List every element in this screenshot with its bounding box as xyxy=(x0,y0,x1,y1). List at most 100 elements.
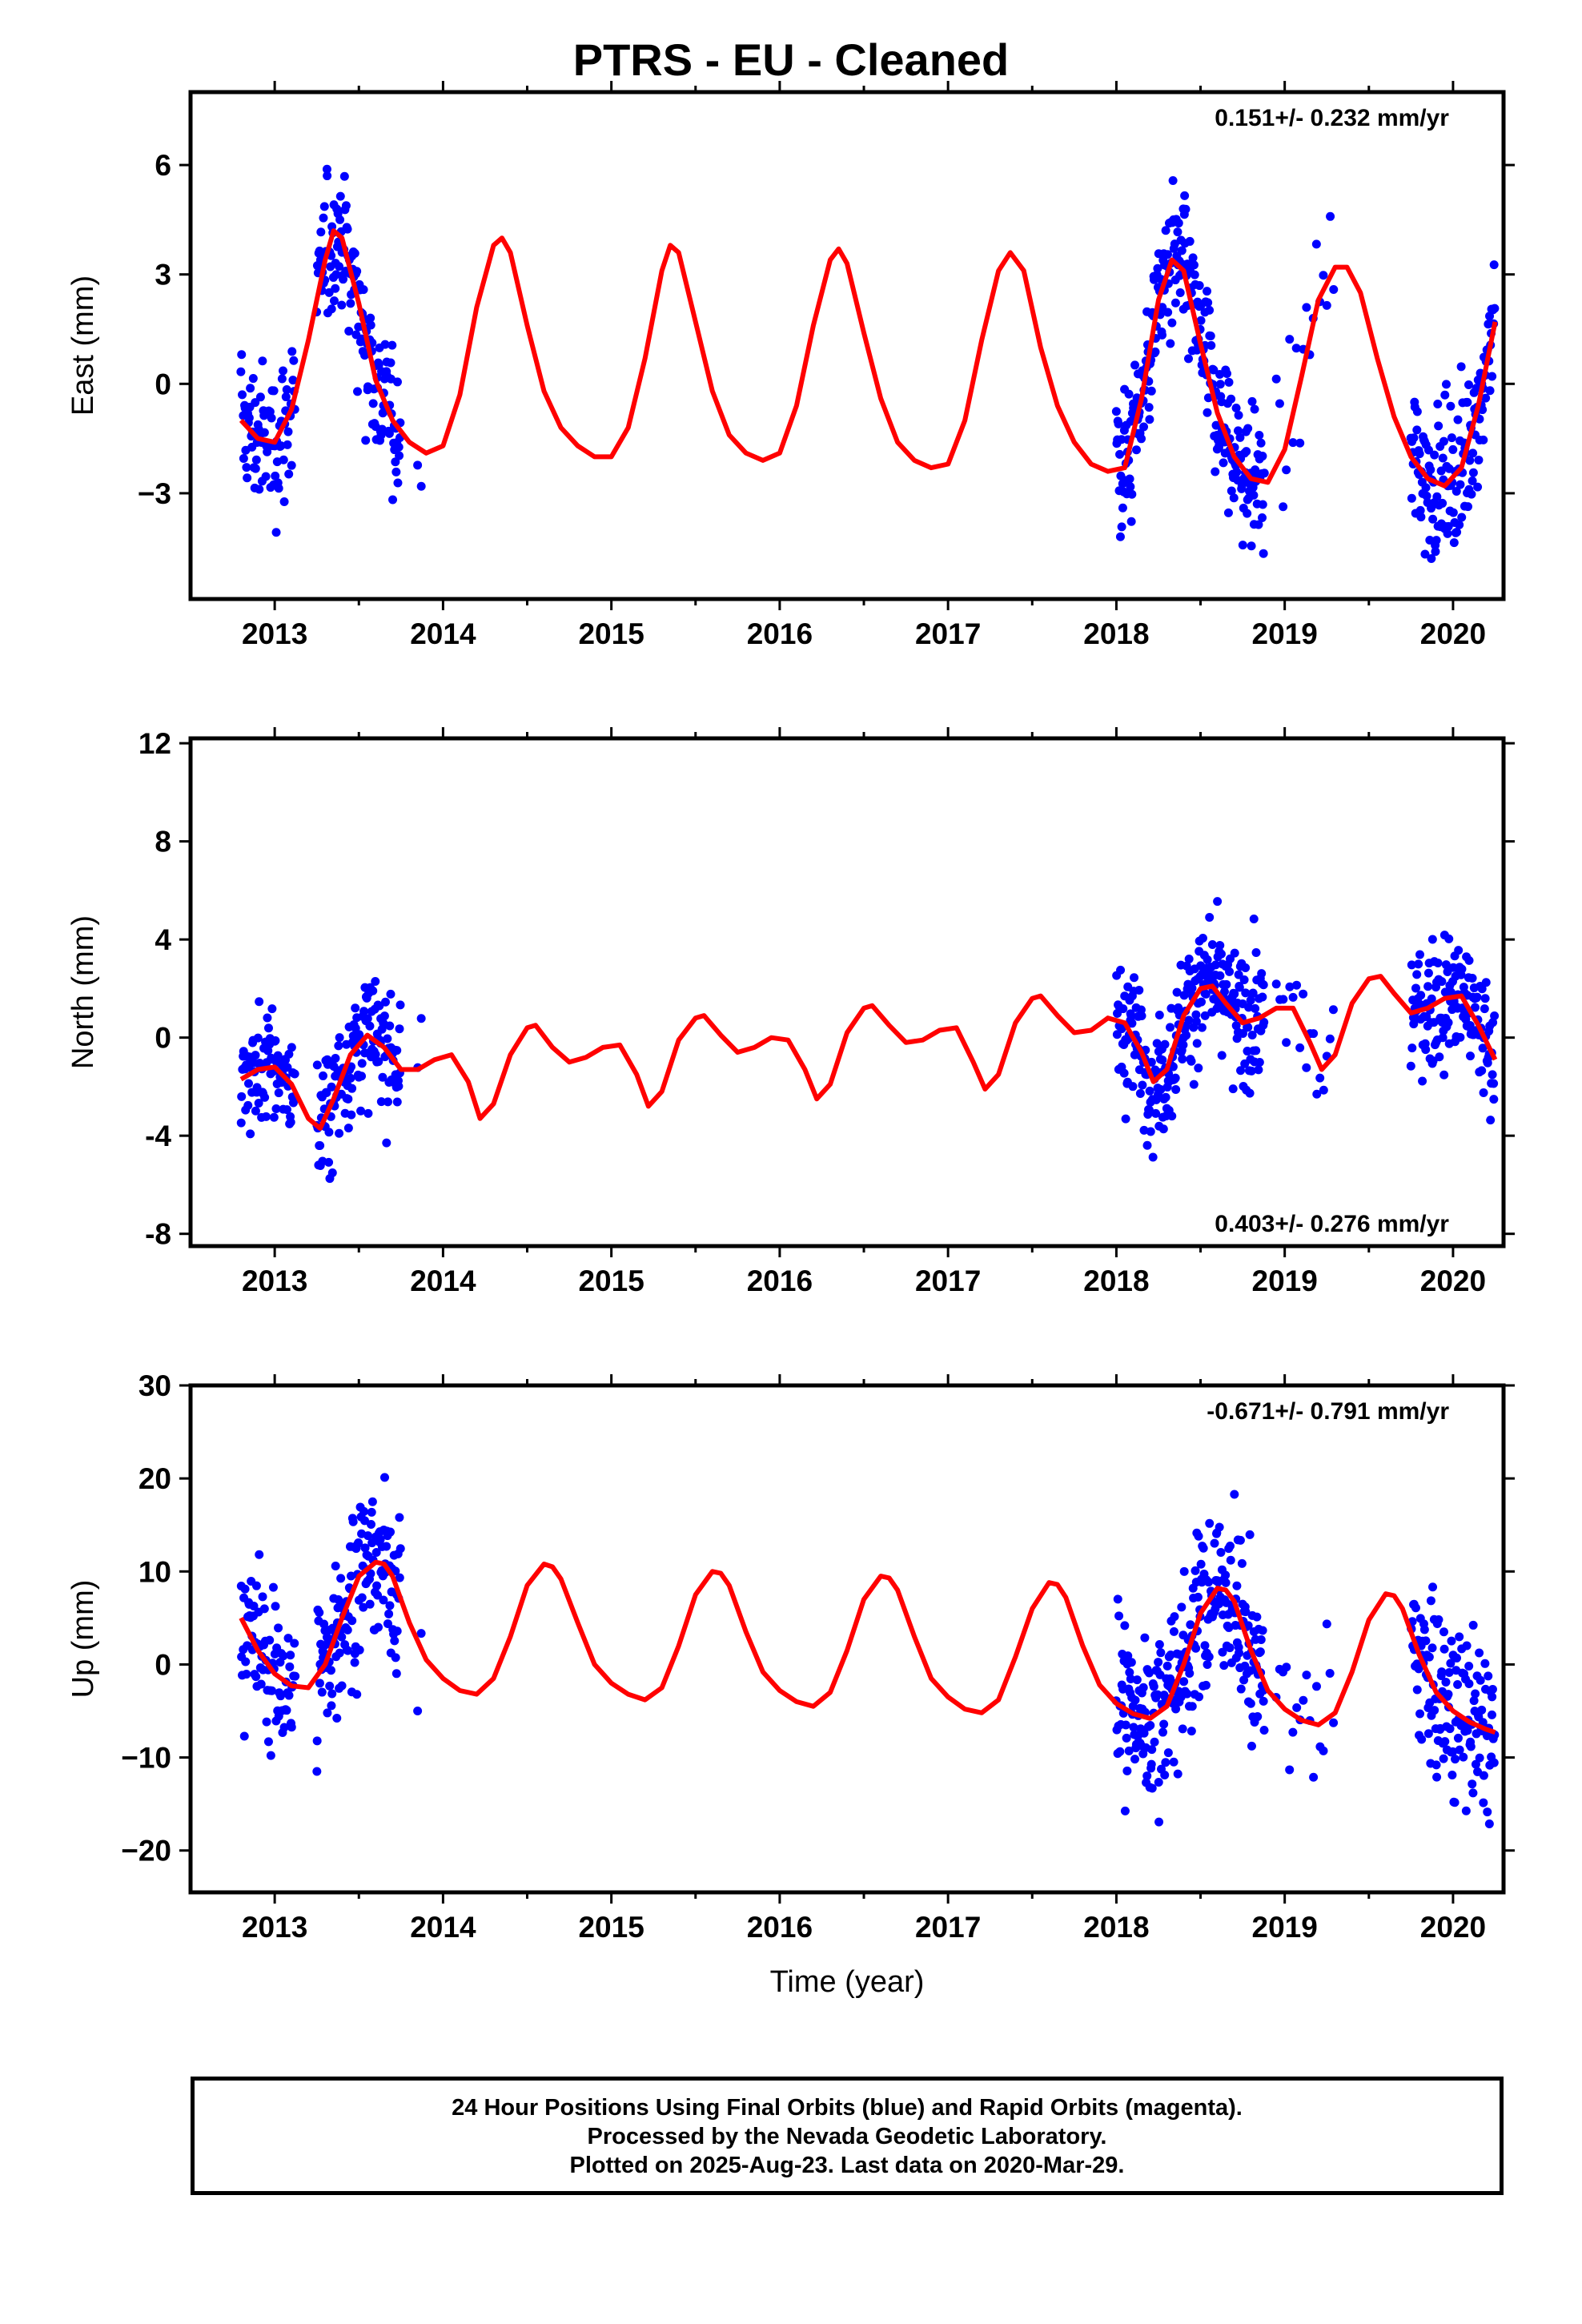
data-point xyxy=(263,1013,272,1023)
data-point xyxy=(1145,1086,1154,1096)
data-point xyxy=(1440,1737,1450,1747)
data-point xyxy=(1186,1056,1196,1066)
data-point xyxy=(265,1635,275,1645)
data-point xyxy=(1126,1658,1136,1667)
data-point xyxy=(251,464,260,473)
data-point xyxy=(1430,450,1439,460)
data-point xyxy=(1428,1582,1438,1592)
data-point xyxy=(348,1517,358,1526)
data-point xyxy=(312,1736,322,1746)
data-point xyxy=(251,455,261,464)
data-point xyxy=(416,1629,426,1638)
data-point xyxy=(1137,434,1146,444)
data-point xyxy=(1441,1677,1451,1687)
data-point xyxy=(1203,955,1212,964)
data-point xyxy=(354,1538,363,1548)
data-point xyxy=(242,463,251,472)
data-point xyxy=(1426,465,1435,475)
data-point xyxy=(1483,1807,1492,1817)
data-point xyxy=(1179,1677,1189,1687)
data-point xyxy=(325,1681,335,1691)
data-point xyxy=(1282,1038,1291,1047)
data-point xyxy=(1258,513,1267,523)
data-point xyxy=(378,1072,387,1082)
data-point xyxy=(236,367,246,376)
data-point xyxy=(1412,1685,1422,1695)
data-point xyxy=(1203,1660,1212,1670)
data-point xyxy=(288,376,298,385)
data-point xyxy=(1302,1063,1311,1072)
x-tick-label: 2019 xyxy=(1252,617,1318,650)
y-tick-label: 6 xyxy=(155,149,171,182)
data-point xyxy=(1114,1611,1124,1621)
data-point xyxy=(1174,219,1183,228)
data-point xyxy=(388,495,398,505)
data-point xyxy=(1466,1051,1476,1061)
data-point xyxy=(1254,1065,1263,1075)
data-point xyxy=(1224,377,1234,387)
x-tick-label: 2013 xyxy=(242,617,307,650)
data-point xyxy=(1447,1771,1457,1780)
data-point xyxy=(1196,1559,1206,1569)
data-point xyxy=(385,1601,395,1610)
data-point xyxy=(287,1043,296,1052)
data-point xyxy=(1192,1039,1202,1048)
data-point xyxy=(363,1531,373,1541)
data-point xyxy=(1437,1667,1447,1677)
data-point xyxy=(379,1473,389,1482)
data-point xyxy=(1253,1712,1263,1722)
data-point xyxy=(357,1593,367,1602)
data-point xyxy=(395,451,404,460)
data-point xyxy=(1139,422,1149,432)
data-point xyxy=(1128,1082,1138,1092)
data-point xyxy=(1170,298,1180,308)
data-point xyxy=(1235,1535,1245,1545)
data-point xyxy=(413,460,423,470)
x-tick-label: 2020 xyxy=(1420,1911,1486,1944)
data-point xyxy=(1479,1771,1488,1780)
data-point xyxy=(1161,1092,1170,1102)
data-point xyxy=(1247,1031,1257,1040)
data-point xyxy=(279,497,289,506)
data-point xyxy=(287,347,297,356)
data-point xyxy=(1477,1066,1487,1076)
data-point xyxy=(1437,977,1447,987)
east-rate-annotation: 0.151+/- 0.232 mm/yr xyxy=(1215,105,1449,131)
data-point xyxy=(1432,1772,1442,1782)
data-point xyxy=(246,384,255,393)
data-point xyxy=(352,267,362,276)
data-point xyxy=(1472,992,1482,1002)
data-point xyxy=(343,1625,352,1634)
data-point xyxy=(1424,1652,1434,1662)
data-point xyxy=(251,398,260,408)
data-point xyxy=(1177,246,1186,255)
data-point xyxy=(1203,408,1212,417)
data-point xyxy=(243,1100,253,1110)
data-point xyxy=(1243,1621,1253,1630)
data-point xyxy=(1309,1772,1319,1782)
x-tick-label: 2014 xyxy=(410,1265,476,1297)
data-point xyxy=(1258,1626,1267,1635)
data-point xyxy=(376,1097,386,1107)
data-point xyxy=(1178,1054,1187,1063)
data-point xyxy=(1490,304,1500,313)
data-point xyxy=(379,1595,388,1605)
data-point xyxy=(1182,1689,1192,1699)
data-point xyxy=(1475,1753,1484,1763)
data-point xyxy=(355,1645,364,1655)
data-point xyxy=(359,1602,368,1612)
data-point xyxy=(1153,1690,1162,1699)
data-point xyxy=(266,1751,275,1760)
data-point xyxy=(1412,970,1422,979)
data-point xyxy=(286,1117,295,1127)
data-point xyxy=(339,275,348,284)
data-point xyxy=(1205,1518,1215,1528)
data-point xyxy=(366,313,375,323)
data-point xyxy=(1481,393,1491,403)
x-tick-label: 2015 xyxy=(578,617,644,650)
data-point xyxy=(386,358,396,368)
data-point xyxy=(1239,975,1249,984)
data-point xyxy=(1440,390,1450,400)
data-point xyxy=(326,1666,335,1675)
data-point xyxy=(1182,1031,1191,1040)
